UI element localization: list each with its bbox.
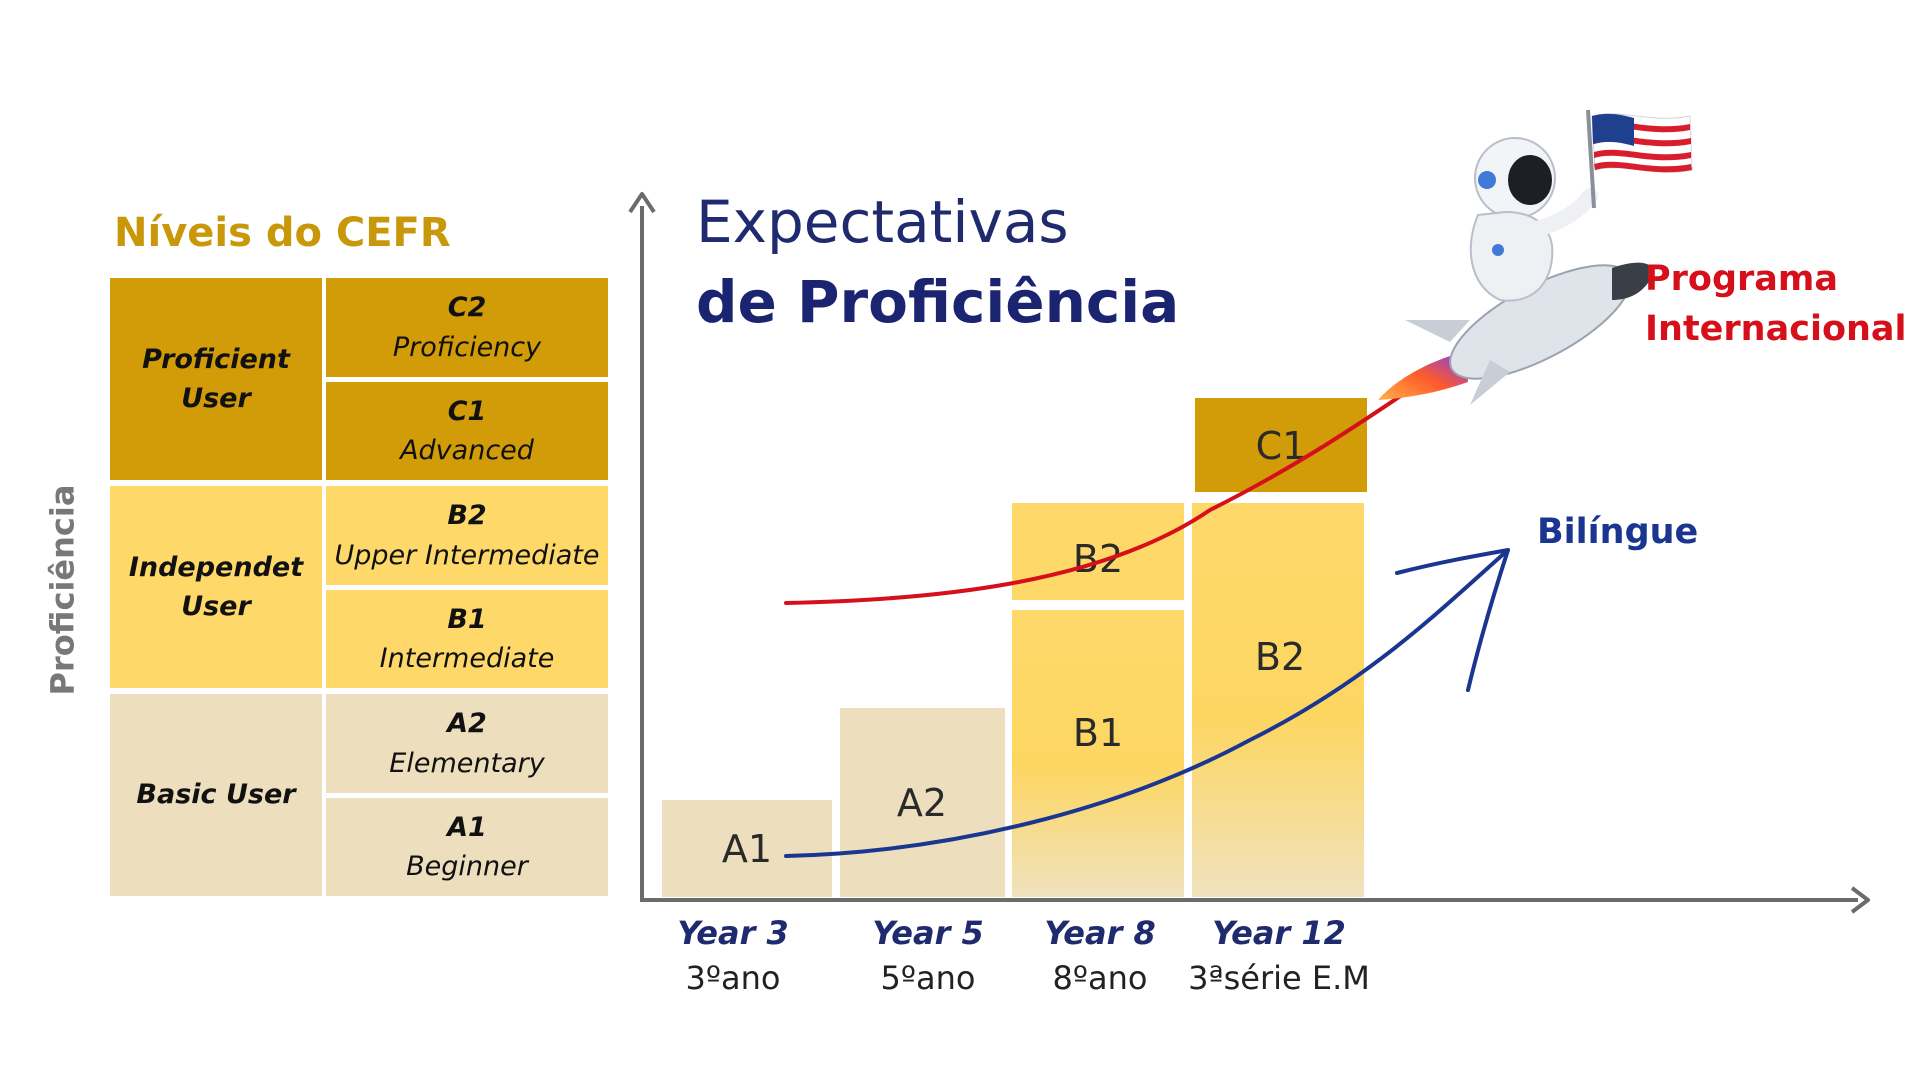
proficiency-bars [662, 398, 1367, 897]
level-b1: B1 Intermediate [326, 590, 608, 688]
level-a2-code: A2 [447, 708, 487, 740]
x-label-year8-year: Year 8 [1044, 914, 1156, 952]
x-label-year8: Year 8 8ºano [980, 910, 1220, 1000]
y-axis-arrowhead [628, 192, 656, 214]
chart-title-line1: Expectativas [696, 188, 1069, 256]
x-label-year3-year: Year 3 [677, 914, 789, 952]
rocket-flame [1378, 352, 1468, 400]
level-c1: C1 Advanced [326, 382, 608, 480]
level-b1-code: B1 [447, 603, 487, 635]
chart-axes [628, 192, 1870, 914]
programa-internacional-label-line2: Internacional [1645, 309, 1907, 349]
level-b2: B2 Upper Intermediate [326, 486, 608, 585]
bar-label-b1: B1 [1073, 711, 1123, 755]
level-b2-code: B2 [447, 500, 487, 532]
group-basic-user: Basic User [110, 694, 322, 896]
bar-year5-a2 [840, 708, 1005, 897]
bilingue-arrow [784, 548, 1510, 858]
x-label-year5-grade: 5ºano [880, 959, 976, 997]
x-label-year5: Year 5 5ºano [808, 910, 1048, 1000]
helmet-earpiece [1478, 171, 1496, 189]
astronaut-rocket-illustration [1378, 109, 1693, 405]
programa-internacional-arrow [784, 393, 1404, 605]
level-c2-name: Proficiency [392, 331, 542, 363]
bilingue-label: Bilíngue [1537, 512, 1699, 552]
bar-year8-b2 [1012, 503, 1184, 600]
astronaut-visor [1508, 155, 1552, 205]
level-c1-name: Advanced [400, 435, 534, 466]
level-b1-name: Intermediate [379, 643, 555, 674]
group-independent-user: Independet User [110, 486, 322, 688]
group-proficient-user-label: Proficient User [142, 343, 290, 414]
us-flag-icon [1591, 113, 1693, 173]
level-c2: C2 Proficiency [326, 278, 608, 377]
x-label-year12: Year 12 3ªsérie E.M [1159, 910, 1399, 1000]
x-label-year12-grade: 3ªsérie E.M [1188, 959, 1370, 997]
flag-pole [1586, 109, 1596, 209]
bilingue-arrowhead [1395, 548, 1510, 692]
level-a1-code: A1 [447, 811, 487, 843]
group-independent-user-label: Independet User [128, 551, 304, 622]
x-label-year3: Year 3 3ºano [613, 910, 853, 1000]
level-a1-name: Beginner [406, 851, 528, 882]
x-axis-arrowhead [1850, 886, 1870, 914]
chart-title-line2: de Proficiência [696, 268, 1180, 336]
rocket-nose [1612, 262, 1653, 300]
programa-internacional-label: Programa Internacional [1645, 254, 1907, 354]
group-basic-user-label: Basic User [136, 779, 296, 811]
cefr-title: Níveis do CEFR [114, 210, 451, 256]
x-label-year5-year: Year 5 [872, 914, 984, 952]
x-label-year12-year: Year 12 [1212, 914, 1346, 952]
level-a2-name: Elementary [389, 747, 545, 779]
bar-year3-a1 [662, 800, 832, 897]
x-label-year8-grade: 8ºano [1052, 959, 1148, 997]
astronaut-chest-dot [1492, 244, 1504, 256]
level-c2-code: C2 [447, 292, 487, 324]
bar-label-a1: A1 [722, 827, 772, 871]
level-a1: A1 Beginner [326, 798, 608, 896]
bar-year12-c1 [1195, 398, 1367, 492]
bar-label-b2-year12: B2 [1255, 635, 1305, 679]
group-proficient-user: Proficient User [110, 278, 322, 480]
bar-label-b2-year8: B2 [1073, 537, 1123, 581]
x-label-year3-grade: 3ºano [685, 959, 781, 997]
astronaut-arm [1532, 188, 1598, 236]
level-c1-code: C1 [447, 395, 487, 427]
programa-internacional-label-line1: Programa [1645, 259, 1838, 299]
rocket-fin-bottom [1470, 360, 1510, 405]
astronaut-body [1469, 210, 1554, 302]
bar-year8-b1 [1012, 610, 1184, 897]
bar-year12-b2 [1192, 503, 1364, 897]
rocket-fin-top [1405, 320, 1470, 342]
level-b2-name: Upper Intermediate [334, 539, 600, 571]
bar-label-a2: A2 [897, 781, 947, 825]
level-a2: A2 Elementary [326, 694, 608, 793]
